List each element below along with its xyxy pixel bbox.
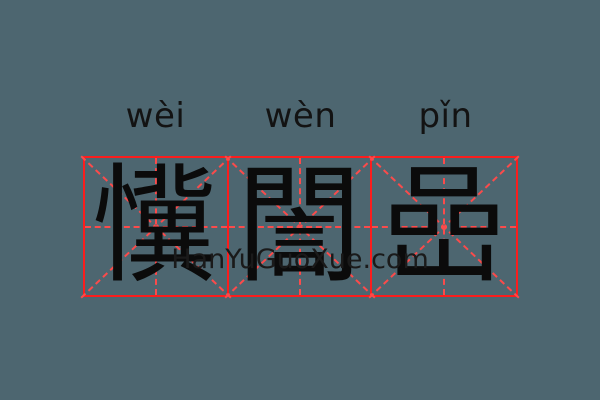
pinyin-cell-1: wèi [83,92,228,140]
pinyin-cell-3: pǐn [373,92,518,140]
hanzi-glyph-2: 誾 [235,151,364,301]
pinyin-label-2: wèn [264,96,337,136]
grid-cell-1[interactable]: 懻 [80,151,232,301]
pinyin-row: wèi wèn pǐn [83,92,518,140]
pinyin-label-3: pǐn [418,96,473,136]
hanzi-glyph-1: 懻 [91,151,220,301]
pinyin-label-1: wèi [125,96,186,136]
character-grid: 懻 誾 嵒 [80,151,520,301]
grid-cell-2[interactable]: 誾 [223,151,376,301]
pinyin-cell-2: wèn [228,92,373,140]
grid-cell-3[interactable]: 嵒 [368,151,520,301]
hanzi-glyph-3: 嵒 [380,151,509,301]
